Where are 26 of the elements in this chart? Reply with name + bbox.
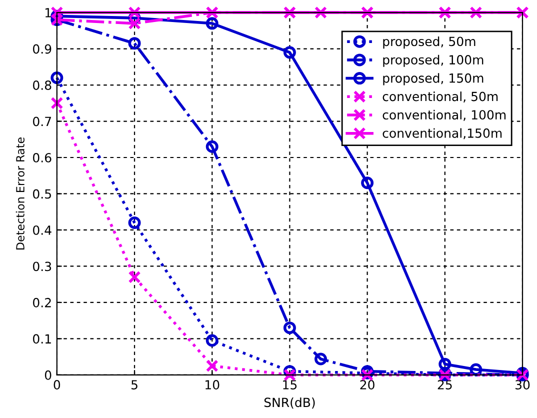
y-tick-label: 0.2 [33, 298, 51, 308]
legend-label: proposed, 50m [383, 36, 476, 49]
y-tick-label: 0 [44, 370, 52, 380]
x-tick-label: 15 [283, 380, 297, 390]
y-tick-label: 0.8 [33, 80, 52, 90]
legend-label: conventional, 100m [382, 110, 506, 121]
y-tick-label: 0.9 [33, 44, 52, 54]
y-tick-label: 0.5 [33, 189, 51, 199]
y-tick-label: 0.3 [33, 262, 52, 272]
legend-label: proposed, 100m [383, 54, 484, 67]
x-tick-label: 0 [54, 380, 60, 390]
y-tick-label: 1 [45, 8, 51, 18]
x-tick-label: 30 [516, 380, 530, 390]
x-tick-label: 10 [206, 380, 220, 390]
y-tick-label: 0.1 [33, 334, 51, 344]
x-axis-title: SNR(dB) [264, 397, 315, 409]
legend-label: proposed, 150m [383, 73, 484, 86]
y-tick-label: 0.7 [33, 116, 51, 126]
x-tick-label: 20 [360, 380, 374, 390]
y-tick-label: 0.4 [33, 225, 52, 235]
x-tick-label: 25 [438, 380, 452, 390]
x-tick-label: 5 [132, 380, 138, 390]
y-tick-label: 0.6 [33, 152, 52, 162]
legend-label: conventional,150m [382, 128, 502, 140]
y-axis-title: Detection Error Rate [16, 138, 24, 250]
legend-label: conventional, 50m [382, 92, 498, 102]
